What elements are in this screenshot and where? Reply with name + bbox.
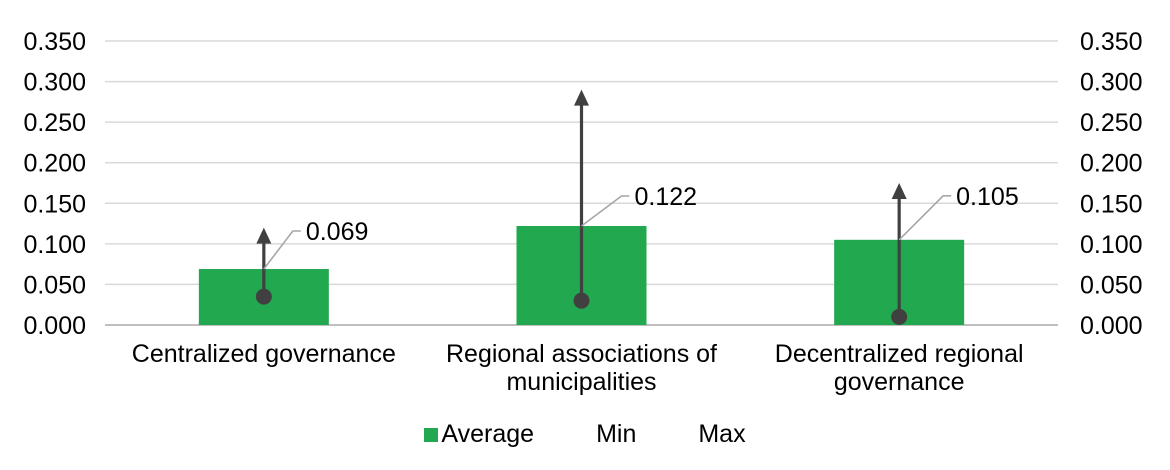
data-label-average: 0.105: [956, 183, 1019, 211]
category-label: Regional associations of: [446, 340, 717, 368]
min-point-icon: [255, 288, 272, 305]
y-axis-tick-label-right: 0.000: [1080, 312, 1143, 340]
category-label: Decentralized regional: [775, 340, 1024, 368]
max-arrow-icon: [891, 183, 907, 199]
y-axis-tick-label-right: 0.150: [1080, 190, 1143, 218]
category-label: Centralized governance: [132, 340, 396, 368]
data-label-average: 0.122: [635, 183, 698, 211]
data-label-leader-line: [263, 230, 301, 270]
legend-swatch-average-icon: [424, 427, 439, 442]
y-axis-tick-label-left: 0.300: [23, 69, 86, 97]
y-axis-tick-label-right: 0.200: [1080, 150, 1143, 178]
y-axis-tick-label-right: 0.250: [1080, 109, 1143, 137]
legend-label-max: Max: [698, 420, 746, 448]
y-axis-tick-label-left: 0.200: [23, 150, 86, 178]
legend-item-average: Average: [424, 420, 534, 449]
max-arrow-icon: [256, 227, 272, 244]
category-label: municipalities: [506, 368, 656, 396]
min-point-icon: [891, 308, 908, 325]
y-axis-tick-label-left: 0.100: [23, 231, 86, 259]
max-arrow-icon: [574, 89, 589, 106]
legend-item-max: Max: [672, 420, 745, 449]
y-axis-tick-label-right: 0.050: [1080, 271, 1143, 299]
legend-label-min: Min: [596, 420, 637, 448]
y-axis-tick-label-left: 0.000: [23, 312, 86, 340]
legend-item-min: Min: [570, 420, 636, 449]
data-label-leader-line: [898, 195, 952, 241]
y-axis-tick-label-left: 0.050: [23, 271, 86, 299]
min-point-icon: [573, 292, 590, 309]
y-axis-tick-label-right: 0.100: [1080, 231, 1143, 259]
data-label-leader-line: [581, 195, 630, 227]
category-label: governance: [834, 368, 965, 396]
y-axis-tick-label-left: 0.350: [23, 28, 86, 56]
y-axis-tick-label-right: 0.300: [1080, 69, 1143, 97]
y-axis-tick-label-left: 0.250: [23, 109, 86, 137]
y-axis-tick-label-right: 0.350: [1080, 28, 1143, 56]
legend: Average Min Max: [0, 420, 1170, 449]
data-label-average: 0.069: [306, 218, 369, 246]
legend-label-average: Average: [441, 420, 535, 448]
y-axis-tick-label-left: 0.150: [23, 190, 86, 218]
